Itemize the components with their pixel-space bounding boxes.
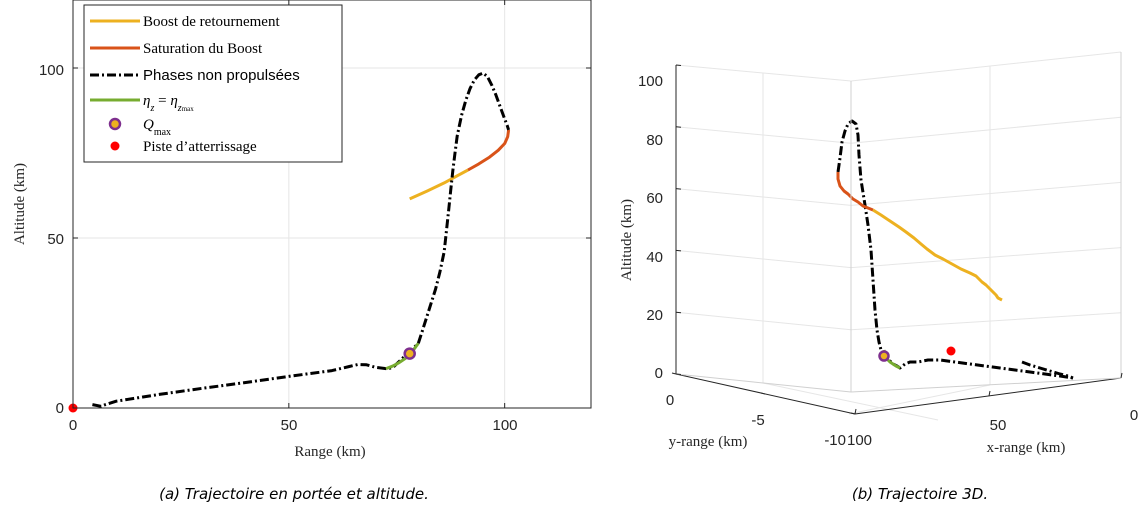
- ticks-a: [72, 0, 591, 409]
- z-tick-40: 40: [646, 249, 663, 266]
- legend-label-boost: Boost de retournement: [143, 14, 280, 30]
- panel-b: 0 20 40 60 80 100 0 -5 -10 100 50 0 Alti…: [619, 51, 1138, 503]
- z-tick-100: 100: [638, 73, 663, 90]
- 3d-series-phases-non-propuls-es-1: [1021, 360, 1074, 380]
- legend-label-runway: Piste d’atterrissage: [143, 139, 257, 155]
- y-range-axis-line: [675, 373, 856, 415]
- x-range-tick-mark-1: [988, 390, 991, 397]
- 3d-marker-qmax: [878, 350, 890, 362]
- y-tick-50: 50: [47, 231, 64, 248]
- y-axis-label-a: Altitude (km): [12, 163, 28, 245]
- marker-qmax: [403, 347, 416, 360]
- y-range-tick-mark-0: [671, 372, 677, 375]
- y-range-axis-label: y-range (km): [669, 434, 748, 450]
- x-axis-label-a: Range (km): [294, 444, 365, 460]
- z-tick-mark-20: [675, 311, 682, 314]
- legend-marker-qmax: [108, 117, 122, 131]
- legend-label-saturation: Saturation du Boost: [143, 41, 263, 57]
- y-range-tick-minus10: -10: [824, 432, 846, 449]
- legend-marker-runway: [110, 141, 120, 151]
- points-b: [878, 346, 956, 362]
- y-range-tick-minus5: -5: [751, 412, 764, 429]
- 3d-marker-runway: [946, 346, 956, 356]
- z-axis-label-b: Altitude (km): [619, 199, 635, 281]
- legend-a: Boost de retournement Saturation du Boos…: [83, 4, 343, 163]
- series-saturation-du-boost: [467, 129, 511, 172]
- floor-grid-y: [762, 382, 939, 421]
- 3d-series-boost-de-retournement: [872, 208, 1003, 302]
- x-range-tick-mark-2: [1120, 372, 1123, 379]
- x-tick-50: 50: [281, 417, 298, 434]
- caption-b: (b) Trajectoire 3D.: [852, 485, 988, 503]
- x-range-tick-mark-0: [854, 408, 857, 415]
- y-range-tick-mark-2: [850, 412, 856, 415]
- legend-box: [83, 4, 343, 163]
- series-phases-non-propuls-es: [92, 71, 511, 408]
- legend-label-coast: Phases non propulsées: [143, 67, 300, 84]
- back-floor-edge-left: [675, 373, 852, 393]
- z-tick-20: 20: [646, 307, 663, 324]
- y-tick-100: 100: [39, 62, 64, 79]
- z-tick-60: 60: [646, 190, 663, 207]
- y-tick-0: 0: [56, 400, 64, 417]
- x-range-tick-0: 0: [1130, 407, 1138, 424]
- x-range-tick-100: 100: [847, 432, 872, 449]
- z-tick-mark-60: [675, 188, 682, 190]
- caption-a: (a) Trajectoire en portée et altitude.: [159, 485, 429, 503]
- floor-grid-x: [848, 384, 991, 415]
- z-tick-mark-100: [675, 64, 682, 66]
- x-range-axis-line: [854, 377, 1122, 415]
- series-boost-de-retournement: [409, 168, 469, 201]
- axes-box-a: [72, 0, 592, 409]
- y-range-tick-mark-1: [760, 392, 766, 395]
- x-tick-0: 0: [69, 417, 77, 434]
- x-tick-100: 100: [492, 417, 517, 434]
- walls-b: [676, 52, 1121, 392]
- z-tick-80: 80: [646, 132, 663, 149]
- z-tick-0: 0: [655, 365, 663, 382]
- panel-a: 0 50 100 0 50 100 Range (km) Altitude (k…: [12, 0, 592, 503]
- z-tick-mark-0: [675, 373, 682, 375]
- z-tick-mark-40: [675, 249, 682, 252]
- z-tick-mark-80: [675, 126, 682, 128]
- x-range-tick-50: 50: [990, 417, 1007, 434]
- back-floor-edge-right: [850, 377, 1122, 393]
- axes-b: [671, 52, 1123, 415]
- y-range-tick-0: 0: [666, 392, 674, 409]
- x-range-axis-label: x-range (km): [987, 440, 1066, 456]
